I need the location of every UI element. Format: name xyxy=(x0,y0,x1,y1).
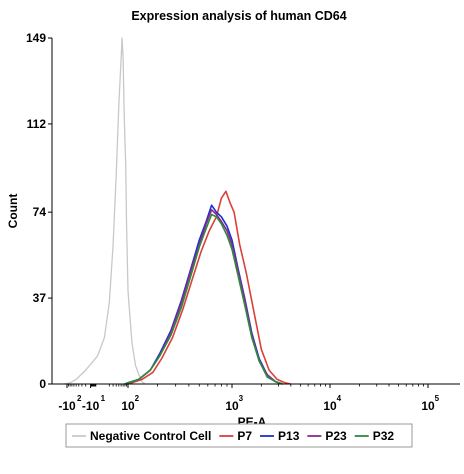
y-axis-label: Count xyxy=(6,194,20,229)
x-tick-exponent: 3 xyxy=(239,394,244,403)
y-tick-label: 0 xyxy=(39,377,46,391)
x-tick-label: 10 xyxy=(121,399,135,413)
legend: Negative Control Cell P7 P13 P23 P32 xyxy=(65,423,413,448)
y-tick-label: 74 xyxy=(33,205,47,219)
legend-label-p32: P32 xyxy=(373,429,395,443)
x-tick-exponent: 2 xyxy=(77,394,82,403)
legend-label-p23: P23 xyxy=(325,429,347,443)
x-tick-exponent: 5 xyxy=(435,394,440,403)
series-line-negative-control-cell xyxy=(64,37,146,385)
x-tick-exponent: 1 xyxy=(101,394,106,403)
x-tick-label: -10 xyxy=(58,399,76,413)
x-tick-label: 10 xyxy=(421,399,435,413)
y-tick-label: 112 xyxy=(27,117,47,131)
legend-label-p7: P7 xyxy=(237,429,252,443)
chart-title: Expression analysis of human CD64 xyxy=(131,9,346,23)
series-line-p32 xyxy=(124,213,283,385)
legend-label-p13: P13 xyxy=(278,429,300,443)
legend-label-negative-control-cell: Negative Control Cell xyxy=(90,429,211,443)
x-tick-label: 10 xyxy=(225,399,239,413)
x-tick-exponent: 4 xyxy=(337,394,342,403)
y-tick-label: 37 xyxy=(33,291,47,305)
x-tick-exponent: 2 xyxy=(135,394,140,403)
series-line-p7 xyxy=(126,190,291,385)
x-tick-label: -10 xyxy=(82,399,100,413)
y-tick-label: 149 xyxy=(26,31,46,45)
x-tick-label: 10 xyxy=(323,399,337,413)
legend-frame xyxy=(65,423,413,448)
